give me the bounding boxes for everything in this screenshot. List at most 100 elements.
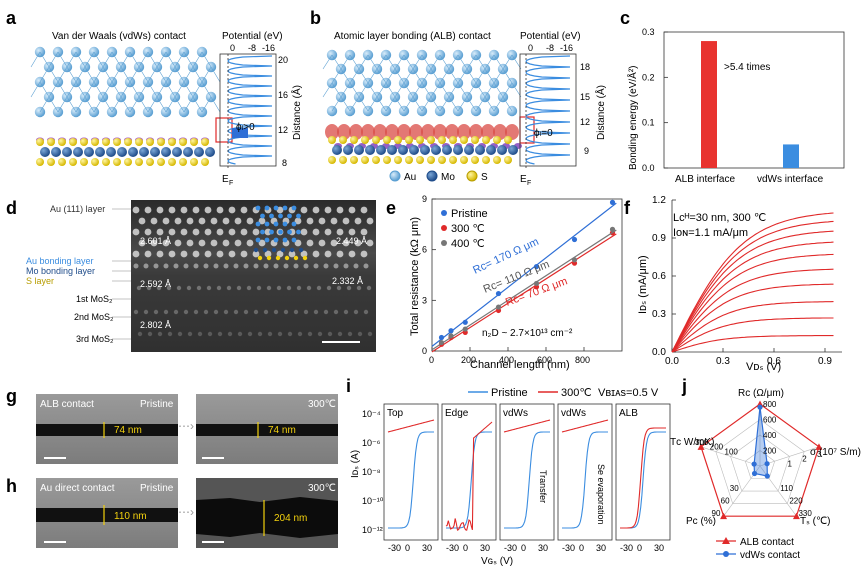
tem-column — [367, 218, 374, 225]
radar-tick-rc-1: 400 — [763, 431, 777, 440]
mo-atom — [183, 147, 193, 157]
radar-tick-rc-3: 800 — [763, 400, 777, 409]
s-atom — [405, 156, 413, 164]
tem-column — [229, 251, 236, 258]
panel-b-pot-tick-2: -16 — [560, 43, 573, 53]
panel-letter-c: c — [620, 8, 630, 28]
panel-g-left-tag: Pristine — [140, 399, 174, 410]
overlay-au — [287, 230, 292, 235]
e-point-0-0 — [439, 335, 444, 340]
tem-column — [229, 207, 236, 214]
panel-b-potential-curve — [526, 56, 570, 164]
tem-column — [307, 286, 311, 290]
s-atom — [47, 138, 55, 146]
panel-i-vbias: Vʙɪᴀs=0.5 V — [598, 387, 659, 399]
legend-alb: ALB contact — [740, 537, 794, 548]
s-atom — [102, 158, 110, 166]
tem-column — [343, 218, 350, 225]
tem-column — [154, 264, 159, 269]
overlay-au — [283, 238, 288, 243]
panel-a: a Van der Waals (vdWs) contact Potential… — [6, 8, 303, 187]
f-ytick-label-2: 0.6 — [652, 271, 666, 282]
tem-column — [354, 310, 358, 314]
s-atom — [427, 156, 435, 164]
i-xtick-label-1-1: 0 — [463, 543, 468, 553]
tem-column — [164, 264, 169, 269]
mo-atom — [497, 145, 507, 155]
panel-letter-h: h — [6, 476, 17, 496]
i-300c-1 — [446, 422, 492, 530]
panel-d-dim-2: 2.802 Å — [140, 320, 171, 330]
i-xtick-label-0-1: 0 — [405, 543, 410, 553]
tem-column — [308, 332, 312, 336]
tem-column — [241, 229, 248, 236]
e-point-0-6 — [610, 200, 615, 205]
e-xtick-label-4: 800 — [575, 355, 590, 365]
tem-column — [361, 251, 368, 258]
mo-atom — [73, 147, 83, 157]
i-300c-3 — [562, 420, 608, 432]
panel-h-right-tag: 300℃ — [308, 483, 336, 494]
s-atom — [190, 158, 198, 166]
tem-column — [268, 332, 272, 336]
legend-i-pristine: Pristine — [491, 387, 528, 399]
radar-tick-ts-0: 110 — [780, 484, 793, 493]
tem-column — [298, 332, 302, 336]
overlay-mo — [290, 248, 294, 252]
tem-column — [334, 264, 339, 269]
tem-column — [223, 240, 230, 247]
tem-column — [304, 310, 308, 314]
s-atom — [201, 158, 209, 166]
e-point-0-2 — [463, 320, 468, 325]
s-atom — [449, 136, 457, 144]
overlay-au — [260, 230, 265, 235]
i-side-note-0: Transfer — [538, 470, 548, 503]
s-atom — [157, 138, 165, 146]
s-atom — [482, 136, 490, 144]
panel-h-layer-right — [196, 497, 338, 538]
tem-column — [327, 286, 331, 290]
tem-column — [301, 207, 308, 214]
tem-column — [187, 240, 194, 247]
mo-atom — [128, 147, 138, 157]
radar-point-1-1 — [764, 461, 769, 466]
legend-400-dot — [441, 240, 447, 246]
panel-a-dist-tick-2: 12 — [278, 125, 288, 135]
s-atom — [471, 136, 479, 144]
i-xtick-label-1-0: -30 — [446, 543, 459, 553]
e-point-0-1 — [448, 328, 453, 333]
c-xtick-label-1: vdWs interface — [757, 174, 824, 185]
radar-tick-sigma-1: 2 — [802, 455, 807, 464]
tem-column — [301, 229, 308, 236]
mo-atom — [343, 145, 353, 155]
tem-column — [204, 310, 208, 314]
tem-column — [223, 218, 230, 225]
panel-d-label-0: Au (111) layer — [50, 204, 105, 214]
f-xtick-label-1: 0.3 — [716, 356, 730, 367]
panel-letter-e: e — [386, 198, 396, 218]
tem-column — [218, 332, 222, 336]
legend-au-swatch — [390, 171, 400, 181]
legend-vdws-marker — [723, 551, 729, 557]
tem-column — [194, 310, 198, 314]
panel-i-xlabel: Vɢₛ (V) — [481, 556, 513, 567]
mo-atom — [117, 147, 127, 157]
tem-column — [224, 310, 228, 314]
tem-column — [314, 264, 319, 269]
tem-column — [357, 286, 361, 290]
legend-300-dot — [441, 225, 447, 231]
tem-column — [133, 251, 140, 258]
s-atom — [438, 136, 446, 144]
f-ytick-label-4: 1.2 — [652, 195, 666, 206]
radar-tick-pc-0: 30 — [730, 484, 739, 493]
overlay-mo — [272, 248, 276, 252]
radar-point-1-0 — [757, 405, 762, 410]
legend-vdws: vdWs contact — [740, 550, 800, 561]
panel-d-label-4: 1st MoS₂ — [76, 294, 113, 304]
radar-axis-ts: Tₛ (℃) — [800, 516, 831, 527]
mo-atom — [475, 145, 485, 155]
panel-b-atom-structure — [323, 50, 522, 164]
panel-letter-d: d — [6, 198, 17, 218]
tem-column — [211, 240, 218, 247]
tem-column — [307, 240, 314, 247]
